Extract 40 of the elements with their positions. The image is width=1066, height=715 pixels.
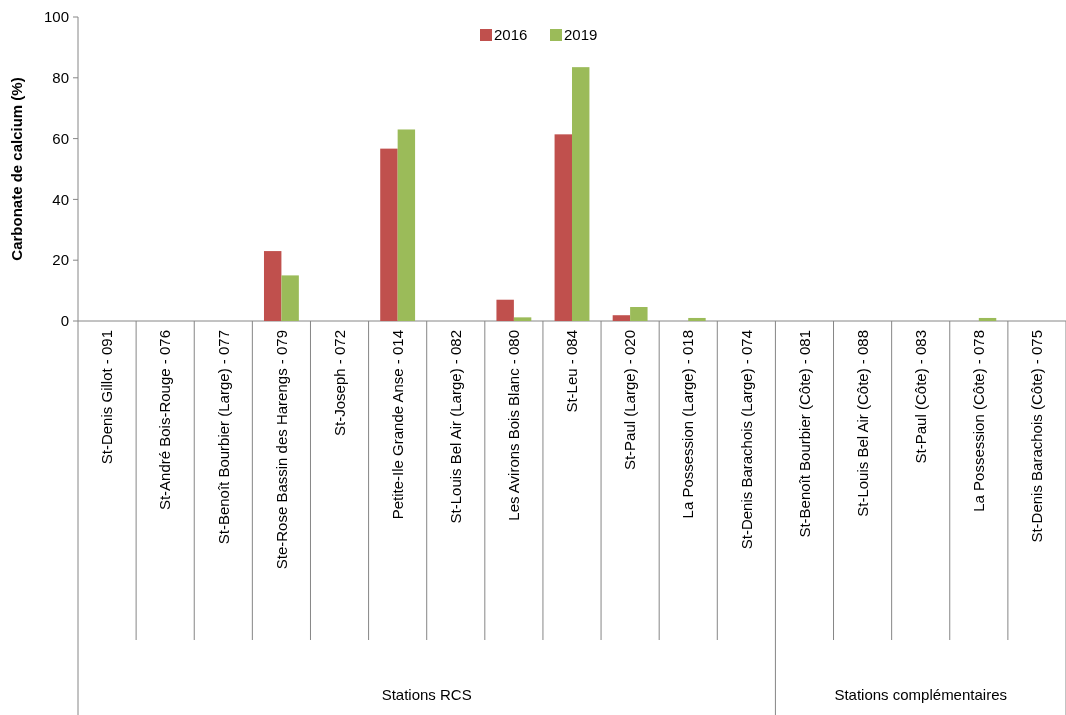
x-tick-label: St-Louis Bel Air (Côte) - 088 [853,330,871,517]
y-tick-label: 20 [52,251,69,269]
y-tick-label: 80 [52,69,69,87]
x-tick-label: St-Denis Barachois (Large) - 074 [737,330,755,550]
x-tick-label: St-Benoît Bourbier (Côte) - 081 [795,330,813,538]
x-tick-label: St-Leu - 084 [563,330,581,413]
bar [630,307,648,321]
x-tick-label: St-Paul (Côte) - 083 [911,330,929,464]
x-tick-label: St-Benoît Bourbier (Large) - 077 [214,330,232,545]
x-tick-label: St-Denis Gillot - 091 [98,330,116,465]
y-axis-title: Carbonate de calcium (%) [8,77,25,261]
x-tick-label: St-Denis Barachois (Côte) - 075 [1028,330,1046,543]
x-tick-label: Ste-Rose Bassin des Harengs - 079 [272,330,290,570]
y-tick-label: 0 [60,312,69,330]
text: Stations RCS [381,686,472,703]
bar [688,317,706,321]
bar [554,134,572,321]
legend-label: 2019 [564,26,598,44]
y-tick-label: 100 [43,8,69,26]
x-tick-label: Les Avirons Bois Blanc - 080 [505,330,523,521]
x-tick-label: Petite-Ile Grande Anse - 014 [388,330,406,520]
bar [380,148,398,321]
x-tick-label: La Possession (Côte) - 078 [970,330,988,512]
bar [978,317,997,321]
bar [496,299,514,321]
bar [263,251,282,321]
bar [281,275,299,321]
bar [397,129,416,321]
bar [513,317,532,321]
text: Stations complémentaires [834,686,1007,703]
y-tick-label: 40 [52,190,69,208]
legend-label: 2016 [494,26,528,44]
bar [612,315,631,321]
y-tick-label: 60 [52,129,69,147]
x-tick-label: St-Joseph - 072 [330,330,348,436]
bar [572,67,590,321]
x-tick-label: St-Paul (Large) - 020 [621,330,639,471]
x-tick-label: St-Louis Bel Air (Large) - 082 [447,330,465,524]
x-tick-label: La Possession (Large) - 018 [679,330,697,519]
x-tick-label: St-André Bois-Rouge - 076 [156,330,174,511]
